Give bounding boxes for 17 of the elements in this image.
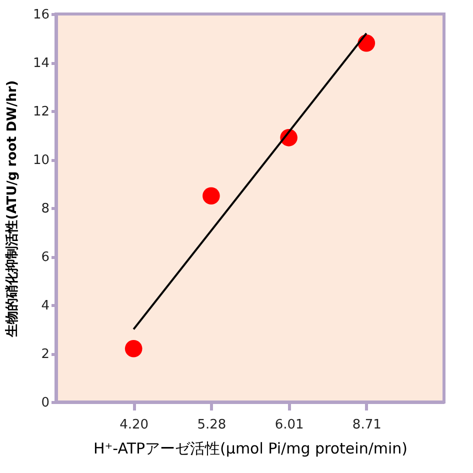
y-tick-label: 8 [41, 202, 50, 216]
y-tick-label: 10 [32, 153, 50, 168]
y-tick-label: 14 [32, 56, 50, 71]
x-tick-label: 5.28 [197, 418, 226, 432]
y-tick-label: 2 [41, 347, 50, 362]
y-tick-label: 0 [41, 396, 50, 410]
x-tick-label: 6.01 [274, 418, 304, 432]
y-tick-label: 6 [41, 250, 50, 265]
x-tick-label: 8.71 [352, 418, 382, 432]
point [202, 187, 220, 205]
y-tick-label: 12 [32, 104, 50, 120]
y-tick-label: 4 [41, 298, 50, 314]
y-axis-title: 生物的硝化抑制活性(ATU/g root DW/hr) [4, 80, 20, 338]
x-axis-title: H⁺-ATPアーゼ活性(μmol Pi/mg protein/min) [93, 440, 408, 458]
x-tick-label: 4.20 [120, 418, 149, 432]
y-tick-label: 16 [32, 8, 50, 22]
point [124, 340, 142, 358]
